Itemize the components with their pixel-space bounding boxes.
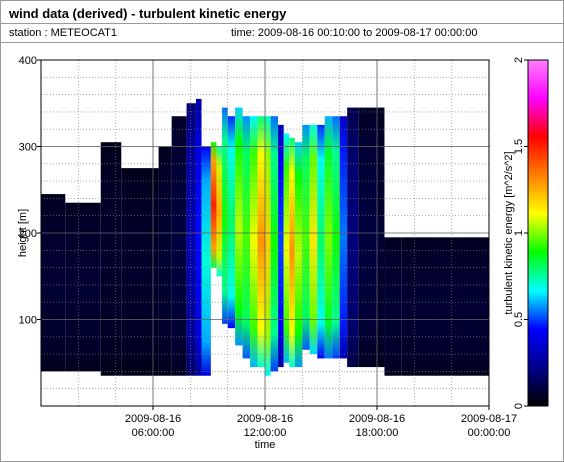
time-range-label: time: 2009-08-16 00:10:00 to 2009-08-17 … <box>231 27 478 39</box>
heatmap-column <box>186 103 196 376</box>
colorbar-tick-label: 2 <box>513 57 525 63</box>
x-tick-time: 00:00:00 <box>468 427 511 439</box>
title-divider <box>1 23 563 24</box>
y-tick-label: 400 <box>19 55 37 67</box>
y-axis-label: height [m] <box>17 209 29 257</box>
x-tick-date: 2009-08-17 <box>461 413 517 425</box>
heatmap-column <box>324 116 333 359</box>
station-label: station : METEOCAT1 <box>9 27 117 39</box>
colorbar <box>527 59 549 407</box>
heatmap-column <box>401 237 489 376</box>
x-tick-date: 2009-08-16 <box>237 413 293 425</box>
heatmap-column <box>317 124 325 359</box>
colorbar-ticks: 0 0.5 1 1.5 2 <box>513 57 528 409</box>
y-tick-label: 100 <box>19 315 37 327</box>
heatmap-column <box>283 133 290 363</box>
heatmap-column <box>41 194 66 372</box>
x-tick-time: 12:00:00 <box>244 427 287 439</box>
x-axis-label: time <box>255 439 276 451</box>
heatmap-column <box>347 107 359 368</box>
colorbar-tick-label: 0.5 <box>513 312 525 327</box>
heatmap-column <box>289 137 295 368</box>
info-divider <box>1 42 563 43</box>
heatmap-column <box>309 124 318 355</box>
colorbar-label: turbulent kinetic energy [m^2/s^2] <box>503 151 515 314</box>
heatmap-column <box>302 124 310 350</box>
heatmap-column <box>121 168 159 376</box>
heatmap-column <box>257 116 265 368</box>
heatmap-column <box>65 202 101 372</box>
heatmap-column <box>265 116 271 376</box>
heatmap-column <box>227 116 236 329</box>
colorbar-scale <box>527 59 549 407</box>
heatmap-column <box>384 237 402 376</box>
colorbar-tick-label: 0 <box>513 403 525 409</box>
x-tick-time: 18:00:00 <box>356 427 399 439</box>
heatmap-column <box>158 146 172 376</box>
x-tick-date: 2009-08-16 <box>125 413 181 425</box>
heatmap-column <box>294 142 303 368</box>
chart-title: wind data (derived) - turbulent kinetic … <box>9 6 287 21</box>
x-axis-ticks: 2009-08-16 06:00:00 2009-08-16 12:00:00 2009… <box>125 406 517 439</box>
heatmap-column <box>235 107 243 346</box>
x-tick-date: 2009-08-16 <box>349 413 405 425</box>
y-tick-label: 200 <box>19 228 37 240</box>
heatmap-column <box>195 98 202 376</box>
heatmap-column <box>377 107 385 368</box>
y-tick-label: 300 <box>19 142 37 154</box>
heatmap-column <box>201 146 211 376</box>
heatmap-column <box>100 142 122 376</box>
heatmap-column <box>242 116 251 359</box>
heatmap-column <box>250 116 258 368</box>
x-tick-time: 06:00:00 <box>132 427 175 439</box>
heatmap-column <box>278 124 284 368</box>
heatmap-column <box>270 116 279 372</box>
colorbar-tick-label: 1.5 <box>513 139 525 154</box>
y-axis-ticks: 100 200 300 400 <box>19 55 41 327</box>
heatmap-column <box>210 142 217 268</box>
heatmap-column <box>216 146 223 277</box>
heatmap-column <box>332 116 340 359</box>
heatmap-column <box>339 116 348 359</box>
heatmap-cells <box>41 98 489 376</box>
colorbar-tick-label: 1 <box>513 230 525 236</box>
